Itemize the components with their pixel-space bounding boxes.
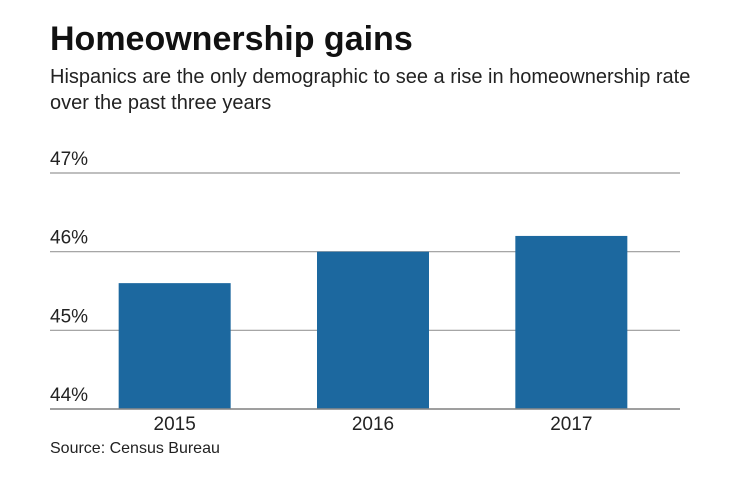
y-tick-label: 45% xyxy=(50,306,88,327)
bar-2017 xyxy=(515,235,628,409)
chart-subtitle: Hispanics are the only demographic to se… xyxy=(50,66,691,114)
y-tick-label: 47% xyxy=(50,149,88,170)
x-tick-label: 2015 xyxy=(154,414,196,435)
chart-title: Homeownership gains xyxy=(50,20,413,58)
source-note: Source: Census Bureau xyxy=(50,440,220,457)
bar-2016 xyxy=(317,251,429,409)
y-tick-label: 44% xyxy=(50,385,88,406)
y-tick-label: 46% xyxy=(50,228,88,249)
x-tick-label: 2017 xyxy=(550,414,592,435)
x-tick-label: 2016 xyxy=(352,414,394,435)
bar-2015 xyxy=(118,283,231,409)
